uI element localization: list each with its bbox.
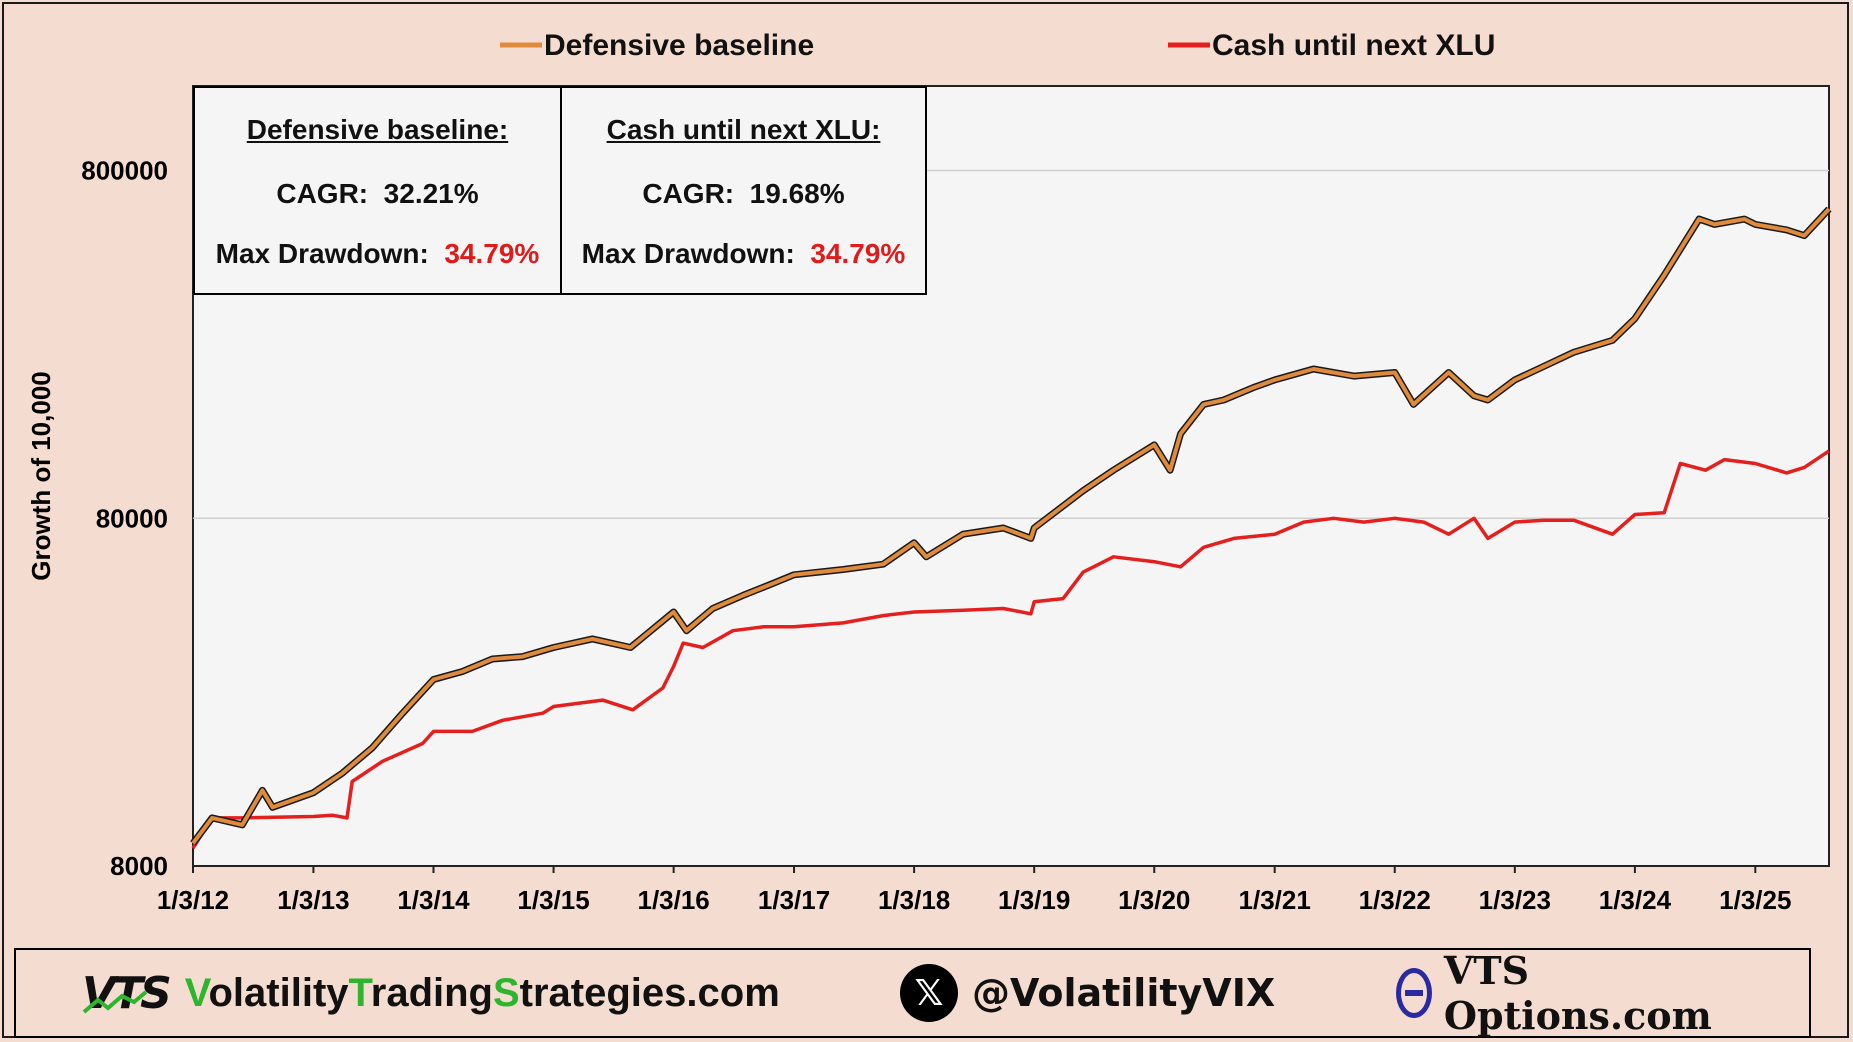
vts-logo: VTS bbox=[82, 967, 172, 1019]
drawdown-label: Max Drawdown: bbox=[215, 238, 429, 269]
x-tick-label: 1/3/14 bbox=[397, 885, 470, 915]
x-tick-label: 1/3/17 bbox=[758, 885, 830, 915]
stats-drawdown-row: Max Drawdown: 34.79% bbox=[216, 238, 540, 270]
x-logo-icon: 𝕏 bbox=[900, 964, 958, 1022]
stats-title: Cash until next XLU: bbox=[606, 114, 881, 145]
stats-cagr-row: CAGR: 32.21% bbox=[276, 178, 478, 210]
footer-banner: VTS VolatilityTradingStrategies.com 𝕏 @V… bbox=[14, 948, 1811, 1038]
vts-brand[interactable]: VTS VolatilityTradingStrategies.com bbox=[82, 950, 780, 1036]
x-tick-label: 1/3/25 bbox=[1719, 885, 1791, 915]
x-axis-ticks: 1/3/12 1/3/13 1/3/14 1/3/15 1/3/16 1/3/17 1/3/… bbox=[157, 866, 1791, 915]
legend-item-cash-until-next-xlu: Cash until next XLU bbox=[1168, 29, 1495, 62]
twitter-handle-link[interactable]: 𝕏 @VolatilityVIX bbox=[900, 950, 1275, 1036]
y-axis-ticks: 8000 80000 800000 bbox=[81, 156, 168, 881]
stats-title: Defensive baseline: bbox=[246, 114, 509, 145]
series-line-defensive-baseline bbox=[191, 207, 1831, 845]
x-tick-label: 1/3/15 bbox=[517, 885, 589, 915]
stats-cash-until-next-xlu: Cash until next XLU: CAGR: 19.68% Max Dr… bbox=[560, 88, 925, 293]
x-tick-label: 1/3/21 bbox=[1239, 885, 1311, 915]
stats-defensive-baseline: Defensive baseline: CAGR: 32.21% Max Dra… bbox=[195, 88, 560, 293]
theta-icon bbox=[1396, 968, 1432, 1018]
x-tick-label: 1/3/23 bbox=[1479, 885, 1551, 915]
y-axis-title: Growth of 10,000 bbox=[26, 371, 56, 581]
y-tick-label: 80000 bbox=[96, 503, 168, 533]
stats-drawdown-row: Max Drawdown: 34.79% bbox=[582, 238, 906, 270]
drawdown-value: 34.79% bbox=[444, 238, 540, 269]
drawdown-label: Max Drawdown: bbox=[581, 238, 795, 269]
x-tick-label: 1/3/24 bbox=[1599, 885, 1672, 915]
y-tick-label: 8000 bbox=[110, 851, 168, 881]
series-layer bbox=[190, 206, 1832, 850]
growth-swoosh-icon bbox=[82, 990, 148, 1014]
series-line-cash-until-next-xlu bbox=[191, 449, 1830, 850]
vts-options-name: VTS Options.com bbox=[1443, 948, 1712, 1038]
stats-table: Defensive baseline: CAGR: 32.21% Max Dra… bbox=[193, 86, 927, 295]
legend: Defensive baseline Cash until next XLU bbox=[500, 29, 1495, 62]
x-tick-label: 1/3/18 bbox=[878, 885, 950, 915]
stats-cagr-row: CAGR: 19.68% bbox=[642, 178, 844, 210]
legend-label-defensive-baseline: Defensive baseline bbox=[544, 29, 814, 62]
twitter-handle: @VolatilityVIX bbox=[972, 971, 1276, 1015]
x-tick-label: 1/3/13 bbox=[277, 885, 349, 915]
y-tick-label: 800000 bbox=[81, 156, 168, 186]
site-name: VolatilityTradingStrategies.com bbox=[184, 970, 780, 1015]
legend-label-cash-until-next-xlu: Cash until next XLU bbox=[1212, 29, 1495, 62]
drawdown-value: 34.79% bbox=[810, 238, 906, 269]
vts-options-link[interactable]: VTS Options.com bbox=[1396, 948, 1809, 1038]
x-tick-label: 1/3/16 bbox=[637, 885, 709, 915]
cagr-label: CAGR: bbox=[276, 178, 369, 209]
x-tick-label: 1/3/22 bbox=[1359, 885, 1431, 915]
x-tick-label: 1/3/12 bbox=[157, 885, 229, 915]
legend-item-defensive-baseline: Defensive baseline bbox=[500, 29, 814, 62]
x-tick-label: 1/3/20 bbox=[1118, 885, 1190, 915]
cagr-value: 32.21% bbox=[383, 178, 479, 209]
x-tick-label: 1/3/19 bbox=[998, 885, 1070, 915]
cagr-value: 19.68% bbox=[749, 178, 845, 209]
cagr-label: CAGR: bbox=[642, 178, 735, 209]
